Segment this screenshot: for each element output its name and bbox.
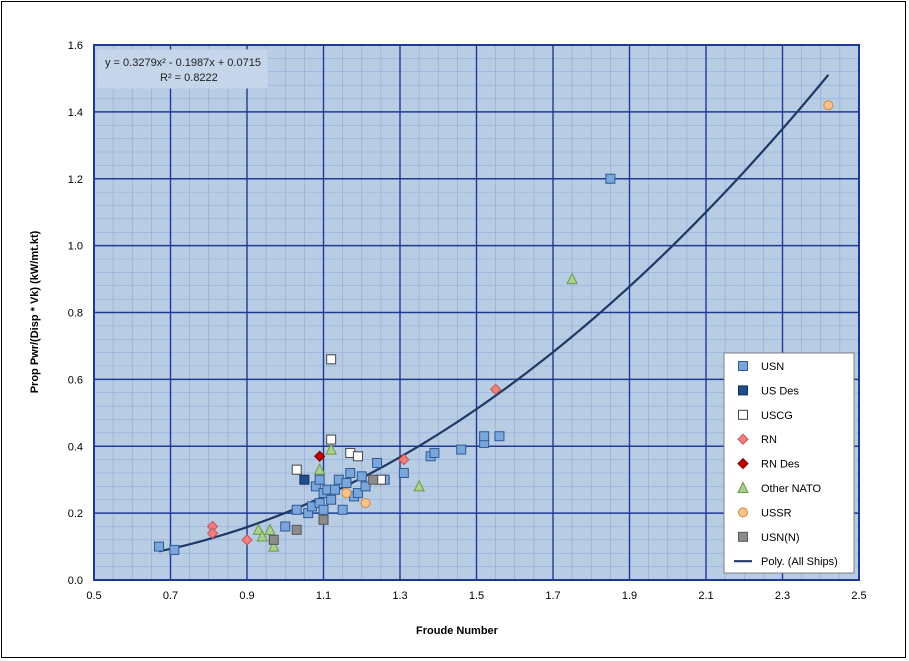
tick-labels-layer: 0.5 0.7 0.9 1.1 1.3 1.5 1.7 1.9 2.1 2.3 2.5 0.0 0.2 0…: [68, 40, 867, 602]
point-usn: [341, 478, 352, 489]
y-tick-label: 0.8: [68, 308, 83, 320]
trendline-equation: y = 0.3279x² - 0.1987x + 0.0715: [105, 57, 261, 69]
point-usn: [169, 544, 180, 555]
point-usn-n: [318, 514, 329, 525]
plot-border: [93, 44, 860, 581]
legend: USN US Des USCG RN RN Des Other NATO USSR USN(N…: [723, 352, 855, 574]
y-tick-label: 1.6: [68, 40, 83, 52]
point-usn: [318, 504, 329, 515]
legend-label-ussr: USSR: [761, 507, 792, 519]
point-usn: [494, 431, 505, 442]
point-rn: [398, 453, 410, 466]
legend-marker-us-des: [738, 385, 748, 396]
legend-label-uscg: USCG: [761, 410, 793, 422]
point-usn: [326, 494, 337, 505]
x-tick-label: 1.1: [316, 590, 331, 602]
y-axis-title: Prop Pwr/(Disp * Vk) (kW/mt.kt): [29, 230, 41, 393]
legend-marker-other-nato: [737, 481, 749, 493]
legend-label-usn: USN: [761, 361, 784, 373]
point-other-nato: [313, 463, 326, 475]
point-usn: [345, 468, 356, 478]
point-usn: [605, 173, 616, 184]
point-usn: [398, 468, 409, 478]
point-ussr: [360, 498, 371, 509]
legend-label-rn: RN: [761, 434, 777, 446]
point-other-nato: [413, 479, 425, 492]
point-other-nato: [264, 523, 276, 535]
point-usn-n: [291, 524, 302, 535]
legend-marker-usn-n: [738, 531, 748, 542]
point-usn: [280, 521, 291, 532]
point-usn: [356, 471, 367, 482]
point-usn: [372, 457, 383, 468]
point-usn: [360, 481, 371, 492]
legend-label-trendline: Poly. (All Ships): [761, 556, 838, 568]
point-usn: [337, 504, 348, 515]
point-other-nato: [256, 529, 269, 542]
y-tick-label: 1.0: [68, 241, 83, 253]
plot-area: [93, 44, 860, 581]
point-other-nato: [267, 539, 280, 552]
legend-label-rn-des: RN Des: [761, 459, 800, 471]
x-tick-label: 1.3: [392, 590, 407, 602]
point-us-des: [299, 474, 310, 485]
x-tick-label: 1.5: [469, 590, 484, 602]
x-tick-label: 0.7: [163, 590, 178, 602]
point-uscg: [352, 451, 363, 462]
trendline-layer: [158, 74, 830, 553]
point-usn: [456, 444, 467, 455]
trendline-r2: R² = 0.8222: [160, 72, 218, 84]
legend-marker-usn: [738, 361, 748, 371]
x-tick-label: 2.5: [851, 590, 866, 602]
point-usn: [479, 431, 490, 442]
point-uscg: [326, 434, 337, 445]
point-uscg: [326, 354, 337, 365]
point-ussr: [341, 488, 352, 499]
point-usn-n: [368, 474, 379, 485]
x-tick-label: 2.1: [698, 590, 713, 602]
point-usn: [329, 484, 340, 495]
point-usn: [429, 447, 440, 458]
point-other-nato: [325, 442, 337, 455]
point-other-nato: [566, 272, 578, 285]
legend-marker-ussr: [738, 507, 748, 518]
point-ussr: [823, 100, 834, 111]
point-usn: [291, 504, 302, 515]
x-axis-title: Froude Number: [416, 625, 499, 637]
x-tick-label: 0.9: [239, 590, 254, 602]
legend-marker-rn: [737, 433, 749, 445]
legend-marker-rn-des: [737, 457, 749, 470]
legend-label-usn-n: USN(N): [761, 532, 800, 544]
equation-box-bg: [96, 49, 268, 89]
x-tick-label: 1.7: [545, 590, 560, 602]
trendline-curve: [158, 74, 830, 553]
y-tick-label: 0.2: [68, 508, 83, 520]
equation-box: y = 0.3279x² - 0.1987x + 0.0715 R² = 0.8…: [96, 49, 268, 89]
x-tick-label: 1.9: [622, 590, 637, 602]
data-points-layer: [154, 100, 834, 555]
point-uscg: [291, 464, 302, 475]
point-rn: [489, 383, 502, 396]
point-usn-n: [268, 534, 279, 545]
x-tick-label: 2.3: [775, 590, 790, 602]
y-tick-label: 0.6: [68, 374, 83, 386]
point-usn: [314, 474, 325, 485]
legend-label-us-des: US Des: [761, 385, 799, 397]
point-other-nato: [252, 523, 265, 535]
y-tick-label: 1.2: [68, 174, 83, 186]
point-rn: [206, 527, 219, 539]
x-tick-label: 0.5: [86, 590, 101, 602]
point-rn-des: [313, 450, 326, 462]
y-tick-label: 0.0: [68, 575, 83, 587]
legend-marker-uscg: [738, 409, 748, 420]
point-usn: [154, 541, 165, 552]
y-tick-label: 1.4: [68, 107, 83, 119]
legend-label-other-nato: Other NATO: [761, 483, 822, 495]
point-rn: [241, 534, 253, 546]
point-usn: [352, 488, 363, 499]
y-tick-label: 0.4: [68, 441, 83, 453]
